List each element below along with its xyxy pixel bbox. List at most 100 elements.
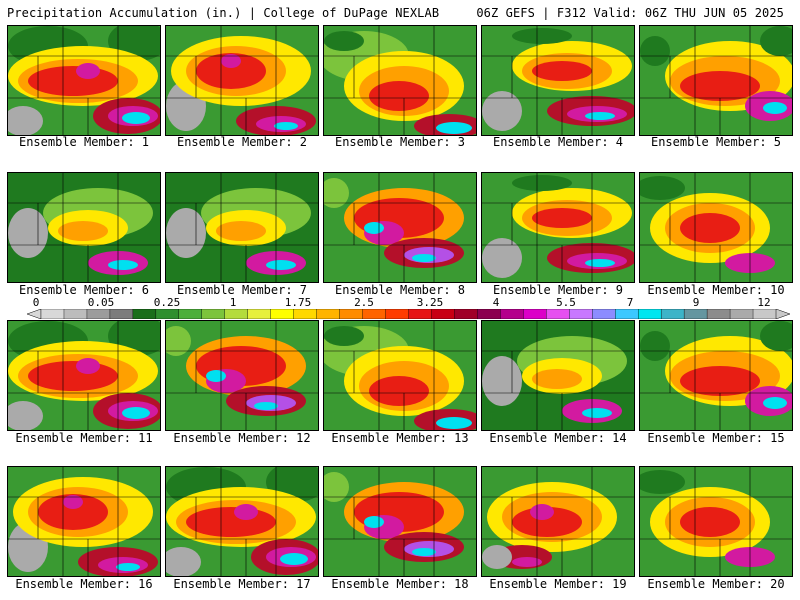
precipitation-map [482,321,634,430]
ensemble-map-panel [323,25,477,136]
colorbar-tick-label: 2.5 [354,296,374,309]
precipitation-map [640,26,792,135]
colorbar-swatch [752,309,777,319]
ensemble-member-label: Ensemble Member: 2 [176,135,308,149]
precipitation-map [324,173,476,282]
precipitation-map [324,26,476,135]
colorbar-tick-label: 1.75 [284,296,312,309]
ensemble-map-panel [7,172,161,283]
ensemble-member-label: Ensemble Member: 5 [650,135,782,149]
ensemble-member-label: Ensemble Member: 10 [647,283,785,297]
colorbar-tick-label: 1 [229,296,237,309]
colorbar-swatch [592,309,616,319]
colorbar-swatch [569,309,593,319]
ensemble-member-label: Ensemble Member: 6 [18,283,150,297]
colorbar-swatch [500,309,524,319]
colorbar-swatch [431,309,455,319]
precipitation-map [324,321,476,430]
ensemble-map-panel [639,466,793,577]
ensemble-map-panel [323,466,477,577]
colorbar-tick-label: 7 [626,296,634,309]
colorbar-swatch [40,309,65,319]
colorbar-swatch [523,309,547,319]
colorbar-swatch [454,309,478,319]
colorbar-tick-label: 5.5 [556,296,576,309]
ensemble-member-label: Ensemble Member: 9 [492,283,624,297]
colorbar-tick-label: 3.25 [416,296,444,309]
ensemble-map-panel [481,320,635,431]
colorbar-swatch [408,309,432,319]
precipitation-colorbar [27,309,790,319]
ensemble-map-panel [481,172,635,283]
ensemble-member-label: Ensemble Member: 1 [18,135,150,149]
colorbar-tick-label: 9 [692,296,700,309]
precipitation-map [166,467,318,576]
colorbar-swatch [86,309,111,319]
colorbar-swatch [362,309,387,319]
colorbar-tick-label: 0.25 [153,296,181,309]
colorbar-tick-label: 0.05 [87,296,115,309]
ensemble-member-label: Ensemble Member: 15 [647,431,785,445]
colorbar-tick-label: 0 [32,296,40,309]
ensemble-member-label: Ensemble Member: 12 [173,431,311,445]
colorbar-swatch [224,309,249,319]
ensemble-member-label: Ensemble Member: 13 [331,431,469,445]
ensemble-map-panel [165,320,319,431]
ensemble-member-label: Ensemble Member: 3 [334,135,466,149]
ensemble-map-panel [7,320,161,431]
precipitation-map [640,467,792,576]
colorbar-tick-label: 4 [492,296,500,309]
colorbar-swatch [385,309,409,319]
precipitation-map [482,173,634,282]
colorbar-swatch [637,309,662,319]
colorbar-swatch [615,309,639,319]
precipitation-map [640,321,792,430]
colorbar-min-arrow [27,309,42,319]
ensemble-map-panel [323,320,477,431]
precipitation-map [324,467,476,576]
colorbar-swatch [339,309,364,319]
colorbar-max-arrow [775,309,790,319]
precipitation-map [166,26,318,135]
ensemble-map-panel [481,25,635,136]
header-title: Precipitation Accumulation (in.) | Colle… [7,6,440,20]
ensemble-map-panel [165,25,319,136]
colorbar-swatch [683,309,708,319]
colorbar-swatch [477,309,501,319]
precipitation-map [8,173,160,282]
precipitation-map [640,173,792,282]
colorbar-swatch [546,309,570,319]
precipitation-map [482,467,634,576]
ensemble-member-label: Ensemble Member: 4 [492,135,624,149]
header-run-info: 06Z GEFS | F312 Valid: 06Z THU JUN 05 20… [476,6,784,20]
ensemble-member-label: Ensemble Member: 17 [173,577,311,591]
ensemble-map-panel [481,466,635,577]
precipitation-map [166,173,318,282]
precipitation-map [8,467,160,576]
colorbar-swatch [660,309,685,319]
colorbar-swatch [178,309,203,319]
ensemble-map-panel [639,25,793,136]
colorbar-swatch [270,309,295,319]
ensemble-map-panel [639,320,793,431]
colorbar-swatch [155,309,180,319]
colorbar-swatch [109,309,134,319]
ensemble-member-label: Ensemble Member: 14 [489,431,627,445]
ensemble-member-label: Ensemble Member: 20 [647,577,785,591]
precipitation-map [482,26,634,135]
ensemble-map-panel [639,172,793,283]
precipitation-map [166,321,318,430]
ensemble-member-label: Ensemble Member: 18 [331,577,469,591]
ensemble-member-label: Ensemble Member: 11 [15,431,153,445]
precipitation-map [8,321,160,430]
ensemble-map-panel [7,466,161,577]
ensemble-member-label: Ensemble Member: 16 [15,577,153,591]
precipitation-map [8,26,160,135]
colorbar-swatch [63,309,88,319]
ensemble-map-panel [165,172,319,283]
ensemble-map-panel [323,172,477,283]
ensemble-map-panel [165,466,319,577]
ensemble-member-label: Ensemble Member: 7 [176,283,308,297]
colorbar-tick-label: 12 [757,296,771,309]
ensemble-member-label: Ensemble Member: 19 [489,577,627,591]
